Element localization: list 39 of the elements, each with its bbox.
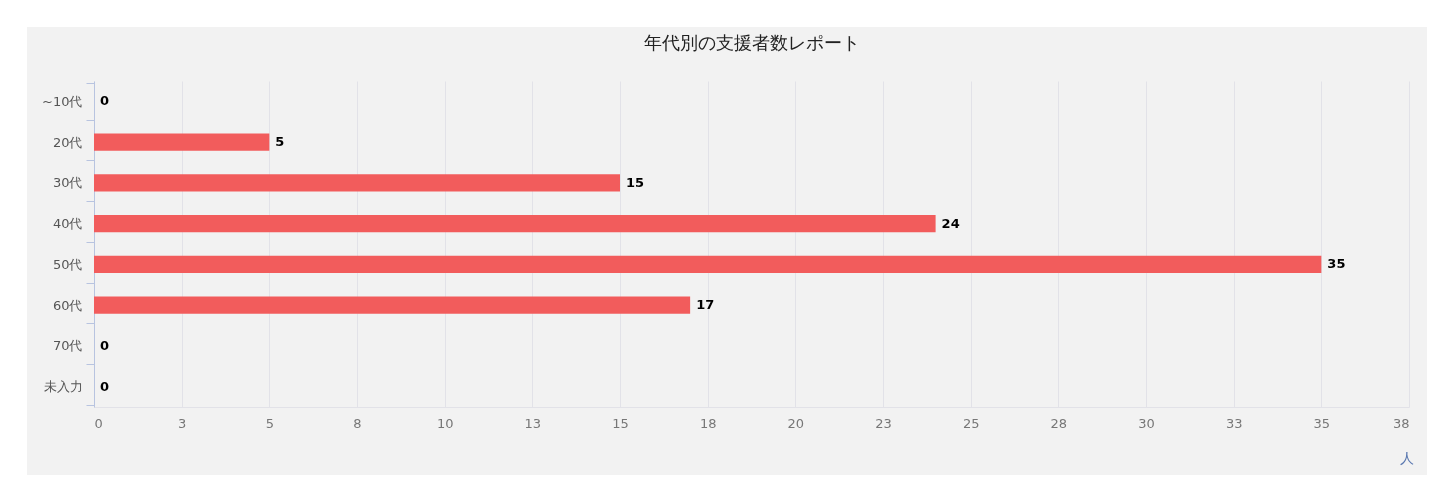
- y-tick-label: 40代: [52, 216, 83, 232]
- data-label: 17: [696, 297, 715, 313]
- x-tick-label: 33: [1225, 415, 1243, 431]
- bar: [94, 133, 270, 151]
- bar: [94, 255, 1322, 273]
- x-tick-label: 30: [1138, 415, 1155, 431]
- y-tick-label: 未入力: [43, 379, 83, 395]
- bar: [94, 296, 691, 314]
- y-tick-label: 50代: [52, 256, 83, 272]
- x-tick-label: 23: [875, 415, 892, 431]
- y-tick-label: 20代: [52, 134, 83, 150]
- x-tick-label: 20: [787, 415, 805, 431]
- y-tick-label: 60代: [52, 297, 83, 313]
- chart-title: 年代別の支援者数レポート: [643, 32, 860, 53]
- data-label: 0: [100, 337, 110, 353]
- bar: [94, 215, 936, 233]
- x-tick-label: 28: [1050, 415, 1068, 431]
- x-tick-label: 35: [1313, 415, 1331, 431]
- y-tick-label: 30代: [52, 175, 83, 191]
- x-tick-label: 18: [699, 415, 717, 431]
- x-tick-label: 5: [265, 415, 274, 431]
- x-tick-label: 3: [178, 415, 187, 431]
- x-axis-title: 人: [1399, 449, 1414, 466]
- data-label: 15: [626, 174, 645, 190]
- data-label: 5: [275, 134, 285, 150]
- data-label: 24: [941, 215, 960, 231]
- bar: [94, 174, 620, 192]
- x-tick-label: 25: [962, 415, 980, 431]
- y-tick-label: 70代: [52, 338, 83, 354]
- data-label: 0: [100, 93, 110, 109]
- x-tick-label: 10: [436, 415, 454, 431]
- x-tick-label: 8: [353, 415, 362, 431]
- x-tick-label: 13: [524, 415, 542, 431]
- data-label: 0: [100, 378, 110, 394]
- data-label: 35: [1327, 256, 1346, 272]
- x-tick-label: 0: [94, 415, 103, 431]
- x-tick-label: 15: [612, 415, 629, 431]
- y-tick-label: ~10代: [42, 93, 83, 109]
- x-tick-label: 38: [1392, 415, 1410, 431]
